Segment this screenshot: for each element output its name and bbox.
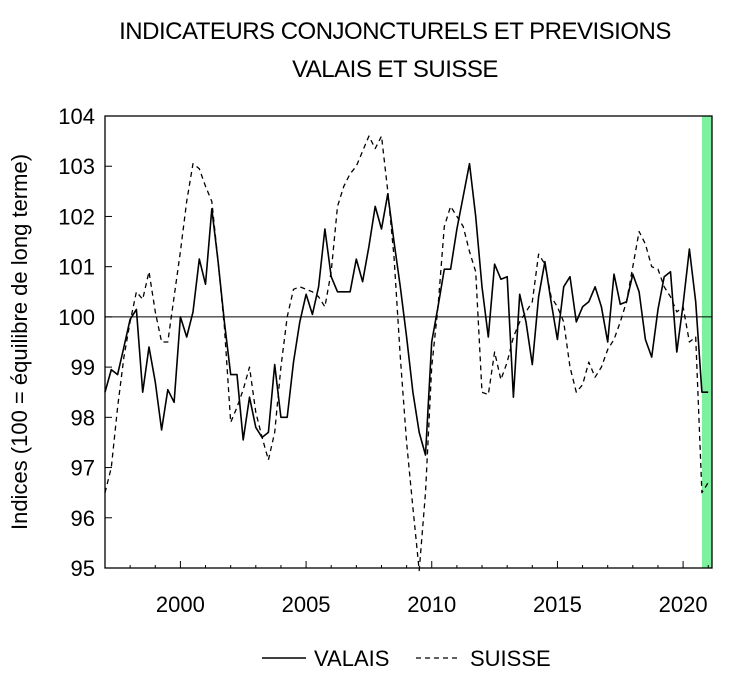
series-line-suisse (104, 135, 709, 572)
legend: VALAIS SUISSE (262, 646, 551, 671)
y-tick-label: 101 (58, 255, 95, 280)
chart-subtitle: VALAIS ET SUISSE (292, 56, 498, 83)
y-tick-label: 104 (58, 104, 95, 129)
y-tick-label: 95 (71, 556, 95, 581)
forecast-band (701, 116, 712, 568)
x-tick-label: 2010 (407, 592, 456, 617)
y-tick-label: 99 (71, 355, 95, 380)
x-tick-label: 2000 (156, 592, 205, 617)
y-tick-label: 102 (58, 204, 95, 229)
y-tick-label: 100 (58, 305, 95, 330)
x-tick-label: 2015 (533, 592, 582, 617)
legend-label-suisse: SUISSE (470, 646, 551, 671)
plot-frame (104, 115, 713, 569)
x-tick-label: 2005 (282, 592, 331, 617)
y-tick-label: 97 (71, 456, 95, 481)
series-line-valais (104, 162, 709, 456)
x-tick-label: 2020 (659, 592, 708, 617)
y-tick-label: 98 (71, 405, 95, 430)
y-axis-title: Indices (100 = équilibre de long terme) (7, 154, 32, 530)
y-tick-label: 103 (58, 154, 95, 179)
chart-title: INDICATEURS CONJONCTURELS ET PREVISIONS (119, 18, 671, 45)
legend-label-valais: VALAIS (314, 646, 389, 671)
y-tick-label: 96 (71, 506, 95, 531)
